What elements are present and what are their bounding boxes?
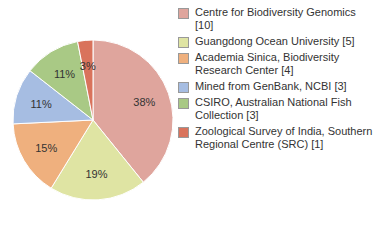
svg-text:19%: 19% (86, 168, 108, 180)
svg-text:15%: 15% (35, 142, 57, 154)
html-text:Centre for Biodiversity Genomi: Centre for Biodiversity Genomics [10] (195, 6, 356, 31)
html-text:CSIRO, Australian National Fis: CSIRO, Australian National Fish Collecti… (195, 96, 352, 121)
svg-text:3%: 3% (80, 60, 96, 72)
svg-text:38%: 38% (133, 96, 155, 108)
html-text:Mined from GenBank, NCBI [3]: Mined from GenBank, NCBI [3] (195, 80, 347, 92)
html-text:Guangdong Ocean University [5]: Guangdong Ocean University [5] (195, 35, 355, 47)
html-text:Zoological Survey of India, So: Zoological Survey of India, Southern Reg… (195, 125, 373, 150)
svg-text:11%: 11% (31, 98, 52, 110)
svg-text:11%: 11% (54, 68, 75, 80)
html-text:Academia Sinica, Biodiversity: Academia Sinica, Biodiversity Research C… (195, 51, 340, 76)
